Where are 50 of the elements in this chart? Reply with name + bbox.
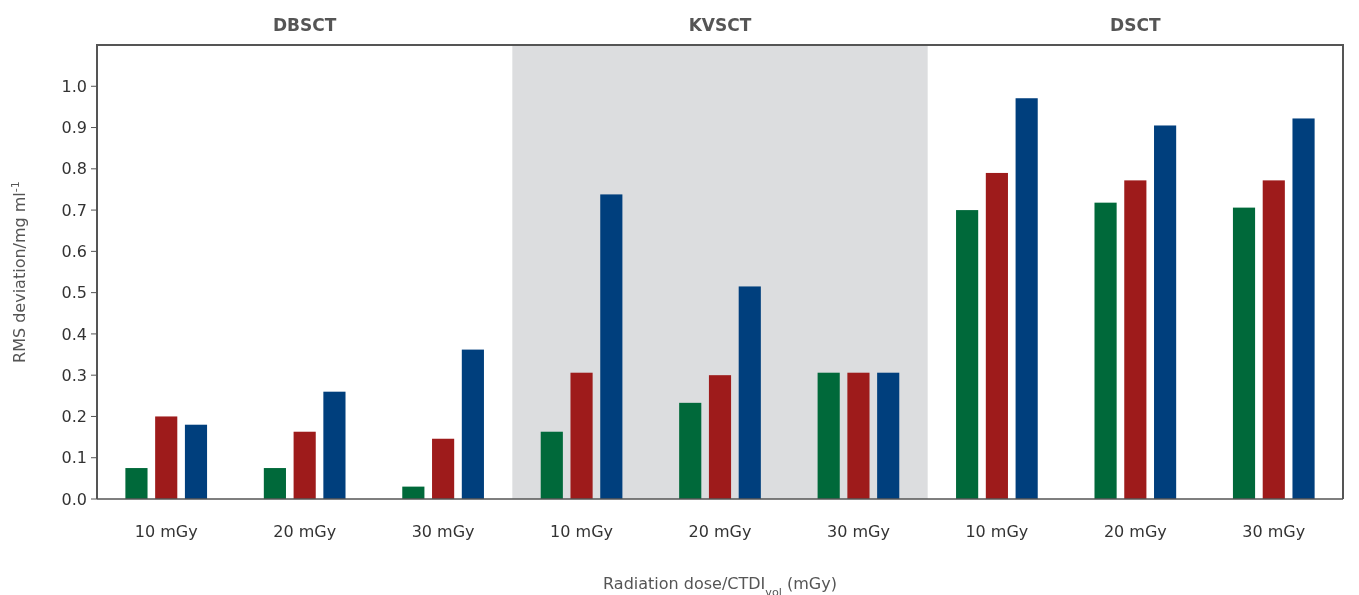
y-tick-label: 0.2	[61, 407, 87, 427]
bar	[432, 438, 455, 499]
bar	[570, 372, 593, 499]
bar	[323, 391, 346, 499]
bar	[738, 286, 761, 499]
x-tick-label: 20 mGy	[688, 522, 752, 541]
bar	[600, 194, 623, 499]
bar	[985, 172, 1008, 499]
bar	[1015, 98, 1038, 499]
y-tick-label: 0.7	[61, 200, 87, 220]
x-tick-label: 20 mGy	[273, 522, 337, 541]
y-tick-label: 0.4	[61, 324, 87, 344]
x-tick-label: 20 mGy	[1103, 522, 1167, 541]
bar	[708, 375, 732, 499]
text: KVSCT	[688, 15, 752, 35]
y-tick-label: 0.6	[61, 241, 87, 261]
bar	[847, 372, 870, 499]
bar	[1094, 202, 1117, 499]
bar	[1124, 180, 1147, 499]
x-tick-label: 30 mGy	[1242, 522, 1306, 541]
bar	[877, 372, 900, 499]
x-tick-label: 10 mGy	[134, 522, 198, 541]
bar	[125, 468, 148, 499]
bar	[956, 210, 979, 499]
x-tick-label: 10 mGy	[965, 522, 1029, 541]
text: DBSCT	[272, 15, 337, 35]
bar	[1232, 207, 1256, 499]
bar	[1292, 118, 1315, 499]
y-tick-label: 0.5	[61, 283, 87, 303]
bar	[155, 416, 178, 499]
y-tick-label: 0.9	[61, 118, 87, 138]
x-axis-title: Radiation dose/CTDI$_{vol}$ (mGy)	[603, 574, 837, 595]
y-tick-label: 0.8	[61, 159, 87, 179]
bar	[263, 468, 286, 499]
x-tick-label: 10 mGy	[550, 522, 614, 541]
x-tick-label: 30 mGy	[411, 522, 475, 541]
y-tick-label: 1.0	[61, 76, 87, 96]
y-tick-label: 0.3	[61, 365, 87, 385]
x-tick-label: 30 mGy	[826, 522, 890, 541]
bar	[184, 424, 208, 499]
y-tick-label: 0.0	[61, 489, 87, 509]
bar	[679, 402, 702, 499]
bar	[293, 431, 316, 499]
text: DSCT	[1110, 15, 1161, 35]
y-tick-label: 0.1	[61, 448, 87, 468]
bar	[817, 372, 840, 499]
bar	[1262, 180, 1285, 499]
bar	[461, 349, 484, 499]
bar	[540, 431, 563, 499]
bar	[1154, 125, 1177, 499]
